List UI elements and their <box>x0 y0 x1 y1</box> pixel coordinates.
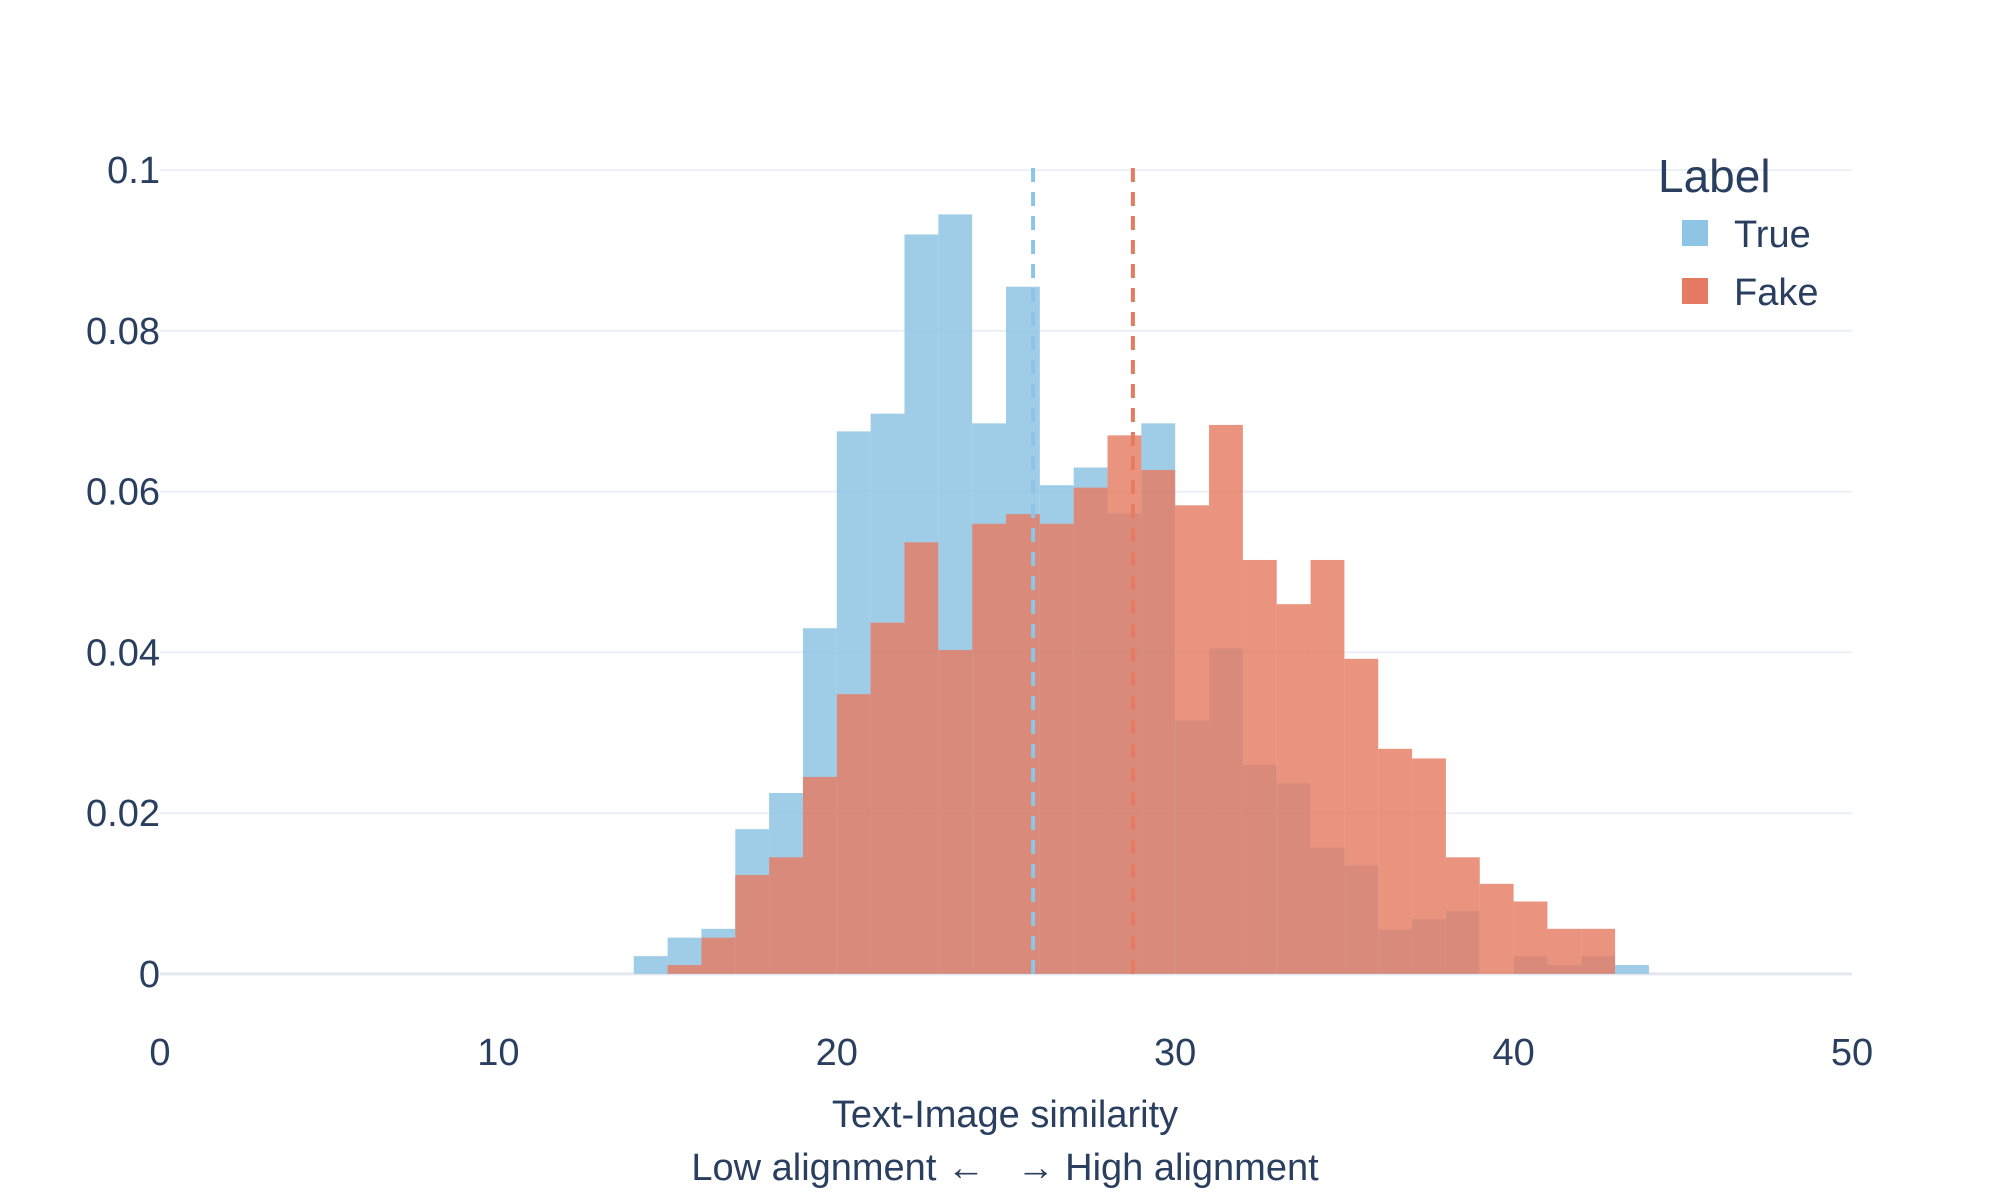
legend-title: Label <box>1658 150 1771 202</box>
y-tick-labels: 0 0.02 0.04 0.06 0.08 0.1 <box>86 150 160 996</box>
x-tick-label: 30 <box>1154 1032 1196 1074</box>
bar-fake[interactable] <box>769 857 803 974</box>
bar-fake[interactable] <box>1513 901 1548 974</box>
legend-label-true[interactable]: True <box>1734 214 1811 256</box>
bar-fake[interactable] <box>1344 658 1379 974</box>
bar-fake[interactable] <box>1073 487 1108 974</box>
bar-fake[interactable] <box>1276 604 1311 974</box>
bar-fake[interactable] <box>972 523 1006 974</box>
x-tick-labels: 0 10 20 30 40 50 <box>149 1032 1873 1074</box>
bar-fake[interactable] <box>735 874 770 974</box>
x-tick-label: 20 <box>816 1032 858 1074</box>
x-tick-label: 50 <box>1831 1032 1873 1074</box>
legend-label-fake[interactable]: Fake <box>1734 272 1818 314</box>
series-fake-bars <box>667 424 1616 974</box>
bar-true[interactable] <box>633 956 668 974</box>
bar-fake[interactable] <box>701 937 736 974</box>
y-tick-label: 0.08 <box>86 311 160 353</box>
bar-fake[interactable] <box>1445 857 1480 974</box>
y-tick-label: 0.1 <box>107 150 160 192</box>
bar-fake[interactable] <box>1581 928 1616 974</box>
bar-fake[interactable] <box>1242 559 1277 974</box>
bar-fake[interactable] <box>1209 424 1243 974</box>
legend-swatch-fake[interactable] <box>1682 278 1708 304</box>
bar-true[interactable] <box>1615 964 1649 974</box>
bar-fake[interactable] <box>1310 559 1345 974</box>
y-tick-label: 0 <box>139 954 160 996</box>
bar-fake[interactable] <box>836 694 871 974</box>
bar-fake[interactable] <box>870 622 905 974</box>
x-tick-label: 40 <box>1492 1032 1534 1074</box>
y-tick-label: 0.02 <box>86 793 160 835</box>
y-tick-label: 0.04 <box>86 632 160 674</box>
x-axis-subtitle: Low alignment ← → High alignment <box>691 1147 1319 1189</box>
bar-fake[interactable] <box>904 542 939 974</box>
x-axis-title: Text-Image similarity <box>832 1094 1178 1136</box>
bar-fake[interactable] <box>1175 505 1210 974</box>
bar-fake[interactable] <box>802 776 837 974</box>
bar-fake[interactable] <box>1141 469 1176 974</box>
bar-fake[interactable] <box>1378 748 1413 974</box>
bar-fake[interactable] <box>1479 883 1514 974</box>
legend: Label True Fake <box>1658 150 1818 314</box>
x-tick-label: 10 <box>477 1032 519 1074</box>
bar-fake[interactable] <box>667 964 702 974</box>
bar-fake[interactable] <box>1412 758 1446 974</box>
x-tick-label: 0 <box>149 1032 170 1074</box>
bar-fake[interactable] <box>1107 435 1142 974</box>
bar-fake[interactable] <box>1039 523 1074 974</box>
bar-fake[interactable] <box>938 649 973 974</box>
y-tick-label: 0.06 <box>86 472 160 514</box>
legend-swatch-true[interactable] <box>1682 220 1708 246</box>
bar-fake[interactable] <box>1547 928 1582 974</box>
